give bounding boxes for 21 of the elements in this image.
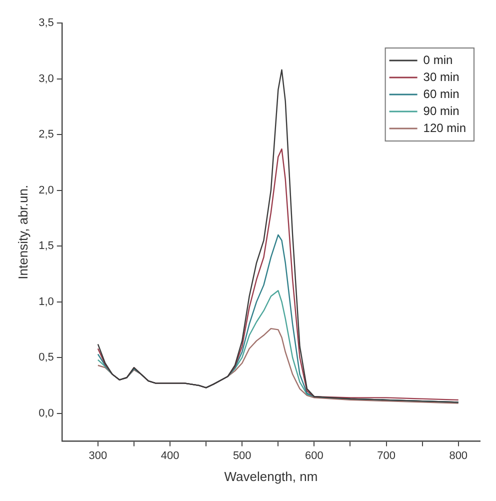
- x-tick-label: 400: [160, 450, 180, 462]
- legend-label: 60 min: [423, 86, 460, 101]
- y-tick-label: 3,0: [38, 72, 54, 85]
- x-tick-label: 800: [449, 450, 468, 462]
- y-tick-label: 2,5: [38, 128, 54, 141]
- x-tick-label: 500: [232, 450, 252, 462]
- y-tick-label: 0,0: [38, 407, 54, 420]
- x-tick-label: 300: [88, 450, 108, 462]
- y-tick-label: 1,5: [38, 240, 54, 252]
- y-tick-label: 1,0: [38, 296, 54, 308]
- y-axis-title: Intensity, abr.un.: [15, 184, 30, 280]
- legend-label: 90 min: [423, 104, 460, 118]
- x-tick-label: 700: [377, 450, 396, 462]
- legend-label: 120 min: [423, 120, 466, 135]
- y-tick-label: 0,5: [38, 352, 54, 364]
- legend-label: 30 min: [423, 70, 460, 84]
- x-tick-label: 600: [305, 450, 324, 462]
- x-axis-title: Wavelength, nm: [224, 468, 318, 484]
- y-tick-label: 2,0: [38, 184, 54, 196]
- legend-label: 0 min: [423, 52, 453, 67]
- y-tick-label: 3,5: [38, 17, 54, 30]
